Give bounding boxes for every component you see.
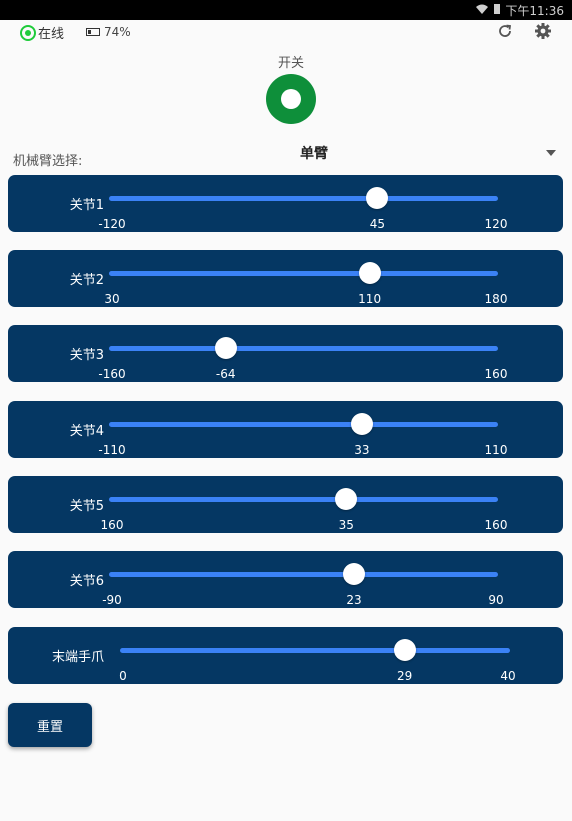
chevron-down-icon <box>546 150 556 156</box>
joint-panel: 关节3 -160 -64 160 <box>8 325 563 382</box>
joint-label: 关节6 <box>69 574 104 589</box>
joint-slider-thumb[interactable] <box>366 187 389 209</box>
status-icons: 下午11:36 <box>475 2 564 19</box>
joint-max-value: 110 <box>484 443 508 457</box>
joint-label: 关节4 <box>69 424 104 439</box>
joint-current-value: 33 <box>354 443 370 457</box>
joint-min-value: -160 <box>98 367 126 381</box>
top-bar: 在线 74% <box>0 20 572 44</box>
joint-slider-thumb[interactable] <box>343 563 366 585</box>
joint-label: 关节3 <box>69 348 104 363</box>
joint-current-value: 23 <box>346 593 362 607</box>
joint-min-value: 0 <box>119 669 127 683</box>
refresh-icon[interactable] <box>496 22 514 40</box>
joint-max-value: 160 <box>484 367 508 381</box>
arm-select-value: 单臂 <box>300 146 328 162</box>
joint-slider-track[interactable] <box>109 346 498 351</box>
battery-indicator: 74% <box>86 25 131 39</box>
gear-icon[interactable] <box>534 22 552 40</box>
joint-slider-track[interactable] <box>109 422 498 427</box>
joint-panel: 关节1 -120 45 120 <box>8 175 563 232</box>
joint-slider-track[interactable] <box>109 497 498 502</box>
joint-max-value: 90 <box>488 593 504 607</box>
joint-current-value: 29 <box>397 669 413 683</box>
online-icon <box>20 24 36 41</box>
switch-center-icon <box>281 89 301 109</box>
joint-slider-thumb[interactable] <box>358 262 381 284</box>
joint-current-value: -64 <box>215 367 236 381</box>
joint-slider-thumb[interactable] <box>335 488 358 510</box>
joint-label: 关节1 <box>69 198 104 213</box>
joint-label: 关节2 <box>69 273 104 288</box>
joint-max-value: 180 <box>484 292 508 306</box>
joint-slider-thumb[interactable] <box>214 337 237 359</box>
joint-current-value: 35 <box>338 518 354 532</box>
joint-current-value: 110 <box>358 292 382 306</box>
clock: 下午11:36 <box>505 4 564 18</box>
joint-max-value: 120 <box>484 217 508 231</box>
joint-min-value: -120 <box>98 217 126 231</box>
joint-slider-thumb[interactable] <box>350 413 373 435</box>
power-switch-button[interactable] <box>266 74 316 124</box>
joint-panel: 关节2 30 110 180 <box>8 250 563 307</box>
reset-button[interactable]: 重置 <box>8 703 92 747</box>
joint-label: 末端手爪 <box>51 650 104 665</box>
joint-panel: 末端手爪 0 29 40 <box>8 627 563 684</box>
wifi-icon <box>475 3 489 18</box>
joint-max-value: 40 <box>500 669 516 683</box>
joint-min-value: 30 <box>104 292 120 306</box>
joint-current-value: 45 <box>369 217 386 231</box>
joint-slider-track[interactable] <box>109 271 498 276</box>
battery-label: 74% <box>104 25 131 39</box>
joint-min-value: 160 <box>100 518 124 532</box>
joint-slider-track[interactable] <box>109 196 498 201</box>
joint-panel: 关节6 -90 23 90 <box>8 551 563 608</box>
online-indicator: 在线 <box>20 23 64 42</box>
joint-slider-track[interactable] <box>109 572 498 577</box>
arm-select-dropdown[interactable]: 单臂 <box>300 143 562 165</box>
switch-label: 开关 <box>277 56 304 71</box>
battery-status-icon <box>493 3 501 18</box>
joint-max-value: 160 <box>484 518 508 532</box>
arm-select-label: 机械臂选择: <box>13 154 83 169</box>
battery-icon <box>86 28 100 36</box>
joint-min-value: -90 <box>102 593 122 607</box>
joint-min-value: -110 <box>98 443 126 457</box>
joint-panel: 关节4 -110 33 110 <box>8 401 563 458</box>
joint-slider-thumb[interactable] <box>393 639 416 661</box>
online-label: 在线 <box>38 27 65 42</box>
joint-slider-track[interactable] <box>120 648 510 653</box>
joint-label: 关节5 <box>69 499 104 514</box>
joint-panel: 关节5 160 35 160 <box>8 476 563 533</box>
status-bar: 下午11:36 <box>0 0 572 20</box>
